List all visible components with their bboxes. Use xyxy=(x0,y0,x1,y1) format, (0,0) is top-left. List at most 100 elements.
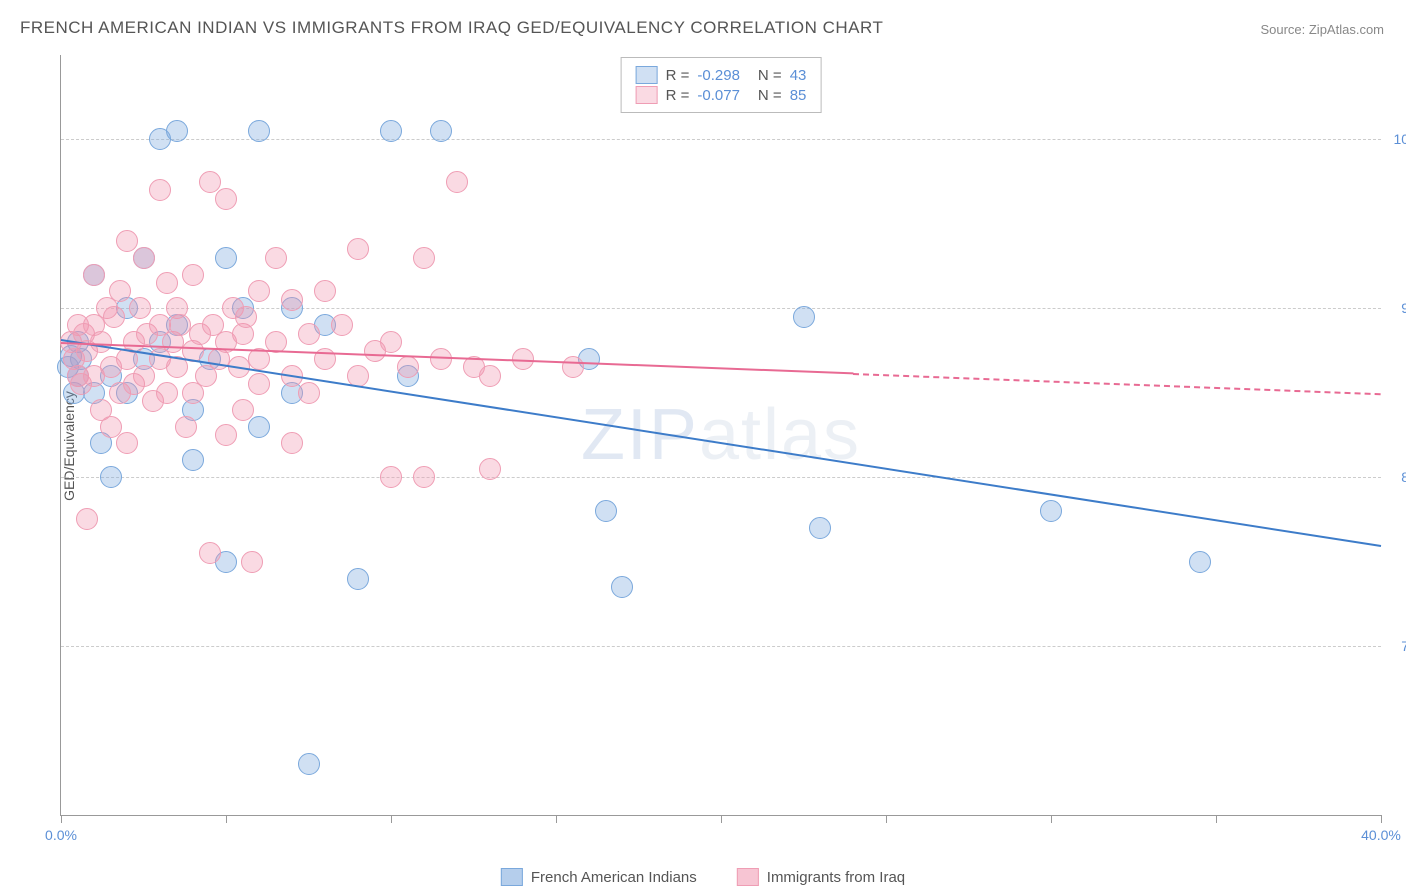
scatter-point xyxy=(479,365,501,387)
legend-swatch xyxy=(737,868,759,886)
legend-series: French American Indians Immigrants from I… xyxy=(501,868,905,886)
regression-line xyxy=(61,339,1381,547)
legend-n-value: 85 xyxy=(790,87,807,104)
scatter-point xyxy=(199,542,221,564)
scatter-point xyxy=(347,238,369,260)
scatter-point xyxy=(166,120,188,142)
scatter-point xyxy=(175,416,197,438)
xtick xyxy=(61,815,62,823)
scatter-point xyxy=(413,466,435,488)
legend-swatch xyxy=(636,66,658,84)
scatter-point xyxy=(380,466,402,488)
scatter-point xyxy=(133,247,155,269)
legend-item: French American Indians xyxy=(501,868,697,886)
legend-r-value: -0.077 xyxy=(697,87,740,104)
scatter-point xyxy=(347,568,369,590)
scatter-point xyxy=(182,264,204,286)
scatter-point xyxy=(232,399,254,421)
legend-r-label: R = xyxy=(666,67,690,84)
legend-r-label: R = xyxy=(666,87,690,104)
xtick-label: 0.0% xyxy=(45,827,77,843)
grid-line xyxy=(61,477,1381,478)
scatter-point xyxy=(298,382,320,404)
legend-swatch xyxy=(501,868,523,886)
scatter-point xyxy=(116,432,138,454)
legend-n-value: 43 xyxy=(790,67,807,84)
xtick xyxy=(1381,815,1382,823)
scatter-point xyxy=(595,500,617,522)
scatter-point xyxy=(83,264,105,286)
xtick xyxy=(391,815,392,823)
scatter-point xyxy=(169,314,191,336)
scatter-point xyxy=(331,314,353,336)
scatter-point xyxy=(430,348,452,370)
xtick xyxy=(886,815,887,823)
legend-n-label: N = xyxy=(758,87,782,104)
scatter-point xyxy=(156,382,178,404)
scatter-point xyxy=(793,306,815,328)
scatter-point xyxy=(182,449,204,471)
legend-row: R = -0.077 N = 85 xyxy=(636,86,807,104)
legend-label: Immigrants from Iraq xyxy=(767,869,905,886)
legend-row: R =-0.298N =43 xyxy=(636,66,807,84)
scatter-point xyxy=(446,171,468,193)
scatter-point xyxy=(1040,500,1062,522)
grid-line xyxy=(61,308,1381,309)
scatter-point xyxy=(298,753,320,775)
scatter-point xyxy=(809,517,831,539)
xtick xyxy=(1216,815,1217,823)
scatter-point xyxy=(129,297,151,319)
scatter-point xyxy=(479,458,501,480)
legend-item: Immigrants from Iraq xyxy=(737,868,905,886)
scatter-point xyxy=(109,280,131,302)
scatter-point xyxy=(133,365,155,387)
plot-area: ZIPatlas R =-0.298N =43R =-0.077N =85 70… xyxy=(60,55,1381,816)
scatter-point xyxy=(241,551,263,573)
scatter-point xyxy=(235,306,257,328)
scatter-point xyxy=(248,373,270,395)
legend-r-value: -0.298 xyxy=(697,67,740,84)
scatter-point xyxy=(156,272,178,294)
scatter-point xyxy=(215,424,237,446)
watermark-text-light: atlas xyxy=(699,395,861,475)
scatter-point xyxy=(562,356,584,378)
scatter-point xyxy=(248,416,270,438)
scatter-point xyxy=(100,416,122,438)
scatter-point xyxy=(248,120,270,142)
scatter-point xyxy=(116,230,138,252)
scatter-point xyxy=(281,289,303,311)
scatter-point xyxy=(611,576,633,598)
legend-correlation: R = -0.298 N = 43 R = -0.077 N = 85 xyxy=(621,57,822,113)
watermark: ZIPatlas xyxy=(581,394,861,476)
scatter-point xyxy=(76,508,98,530)
xtick xyxy=(1051,815,1052,823)
scatter-point xyxy=(314,280,336,302)
scatter-point xyxy=(149,179,171,201)
chart-title: FRENCH AMERICAN INDIAN VS IMMIGRANTS FRO… xyxy=(20,18,883,38)
xtick xyxy=(226,815,227,823)
ytick-label: 100.0% xyxy=(1386,131,1406,147)
scatter-point xyxy=(298,323,320,345)
scatter-point xyxy=(215,247,237,269)
xtick-label: 40.0% xyxy=(1361,827,1401,843)
xtick xyxy=(556,815,557,823)
xtick xyxy=(721,815,722,823)
source-label: Source: ZipAtlas.com xyxy=(1260,22,1384,37)
scatter-point xyxy=(397,356,419,378)
ytick-label: 70.0% xyxy=(1386,638,1406,654)
scatter-point xyxy=(215,188,237,210)
scatter-point xyxy=(199,171,221,193)
chart-container: FRENCH AMERICAN INDIAN VS IMMIGRANTS FRO… xyxy=(0,0,1406,892)
legend-swatch xyxy=(636,86,658,104)
scatter-point xyxy=(265,247,287,269)
ytick-label: 90.0% xyxy=(1386,300,1406,316)
scatter-point xyxy=(90,331,112,353)
scatter-point xyxy=(430,120,452,142)
scatter-point xyxy=(1189,551,1211,573)
scatter-point xyxy=(380,120,402,142)
scatter-point xyxy=(281,432,303,454)
scatter-point xyxy=(248,280,270,302)
regression-line xyxy=(853,373,1381,395)
scatter-point xyxy=(380,331,402,353)
grid-line xyxy=(61,646,1381,647)
